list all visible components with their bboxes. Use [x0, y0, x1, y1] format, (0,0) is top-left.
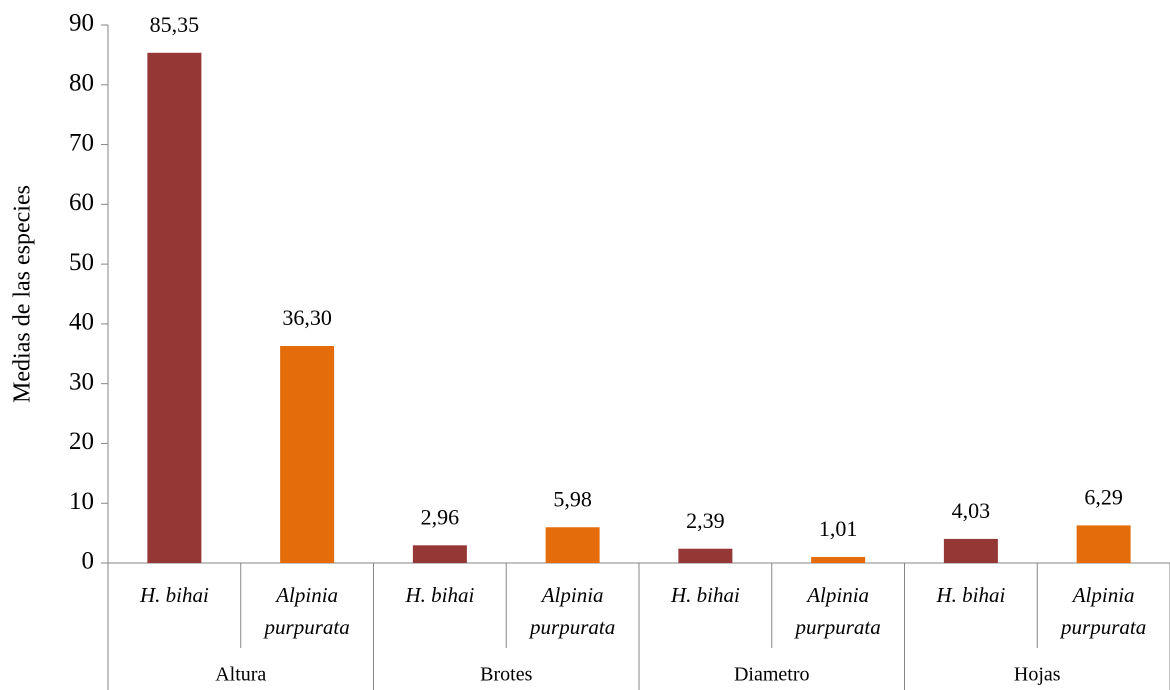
species-label: Alpinia purpurata — [263, 583, 350, 639]
species-label: H. bihai — [935, 583, 1005, 607]
species-label-line: purpurata — [528, 615, 615, 639]
bar — [811, 556, 866, 563]
y-tick-label: 70 — [69, 129, 94, 156]
value-label: 2,96 — [421, 504, 460, 529]
species-label: H. bihai — [139, 583, 209, 607]
y-tick-label: 90 — [69, 10, 94, 37]
group-label: Hojas — [1014, 664, 1061, 686]
y-tick-label: 20 — [69, 428, 94, 455]
group-label: Brotes — [480, 664, 532, 686]
y-tick-label: 60 — [69, 189, 94, 216]
bar — [943, 538, 998, 563]
value-label: 1,01 — [819, 516, 858, 541]
species-label-line: purpurata — [794, 615, 881, 639]
y-tick-label: 50 — [69, 249, 94, 276]
species-label: Alpinia purpurata — [794, 583, 881, 639]
value-label: 36,30 — [282, 305, 332, 330]
value-label: 4,03 — [952, 498, 991, 523]
species-label: H. bihai — [670, 583, 740, 607]
group-label: Diametro — [734, 664, 810, 686]
y-tick-label: 80 — [69, 70, 94, 97]
species-label-line: Alpinia — [1071, 583, 1135, 607]
group-label: Altura — [215, 664, 266, 686]
bar — [545, 527, 600, 563]
species-label-line: purpurata — [263, 615, 350, 639]
value-label: 5,98 — [553, 486, 592, 511]
bar — [678, 548, 733, 563]
species-label: Alpinia purpurata — [528, 583, 615, 639]
species-label: Alpinia purpurata — [1059, 583, 1146, 639]
y-tick-label: 0 — [82, 548, 95, 575]
species-label-line: Alpinia — [540, 583, 604, 607]
species-label-line: Alpinia — [805, 583, 869, 607]
species-label: H. bihai — [404, 583, 474, 607]
y-tick-label: 30 — [69, 368, 94, 395]
bar — [147, 52, 202, 564]
value-label: 85,35 — [150, 12, 200, 37]
bar — [280, 346, 335, 563]
bar — [1076, 525, 1131, 563]
y-tick-label: 40 — [69, 309, 94, 336]
species-label-line: purpurata — [1059, 615, 1146, 639]
y-axis-label: Medias de las especies — [10, 185, 36, 403]
species-label-line: Alpinia — [274, 583, 338, 607]
y-tick-label: 10 — [69, 488, 94, 515]
value-label: 2,39 — [686, 508, 725, 533]
value-label: 6,29 — [1084, 484, 1123, 509]
bar — [412, 545, 467, 563]
